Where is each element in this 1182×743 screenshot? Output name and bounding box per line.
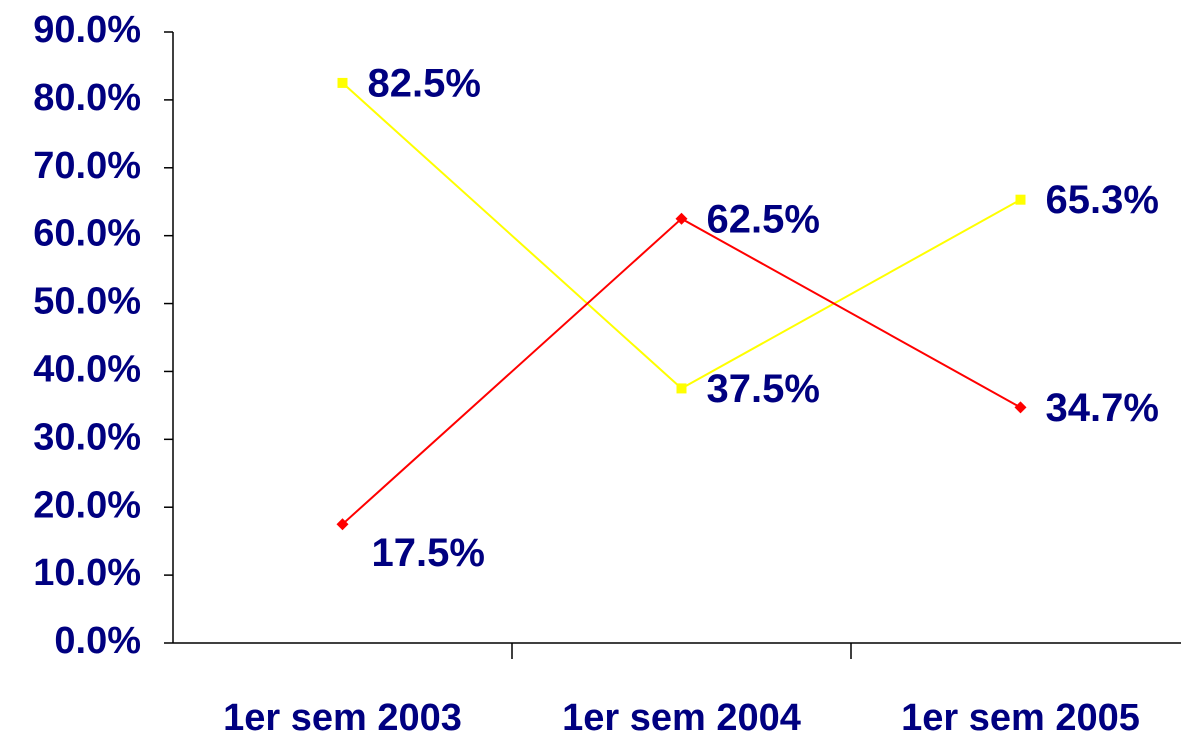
value-label: 65.3%	[1046, 178, 1159, 222]
point	[1014, 401, 1027, 414]
x-tick-label: 1er sem 2004	[562, 697, 801, 739]
point	[676, 383, 687, 394]
y-tick-label: 50.0%	[33, 281, 141, 323]
point	[337, 77, 348, 88]
value-label: 62.5%	[707, 197, 820, 241]
value-label: 17.5%	[372, 531, 485, 575]
value-label: 82.5%	[368, 61, 481, 105]
y-tick-label: 70.0%	[33, 145, 141, 187]
y-tick-label: 80.0%	[33, 77, 141, 119]
point	[336, 518, 349, 531]
value-label: 37.5%	[707, 367, 820, 411]
line	[341, 217, 1021, 525]
y-tick-label: 10.0%	[33, 552, 141, 594]
point	[675, 212, 688, 225]
y-tick-label: 0.0%	[54, 620, 141, 662]
y-tick-label: 60.0%	[33, 213, 141, 255]
point	[1015, 194, 1026, 205]
y-tick-label: 20.0%	[33, 484, 141, 526]
line	[341, 82, 1021, 390]
x-tick-label: 1er sem 2003	[223, 697, 462, 739]
y-tick-label: 30.0%	[33, 416, 141, 458]
value-label: 34.7%	[1046, 386, 1159, 430]
y-tick-label: 40.0%	[33, 348, 141, 390]
x-tick-label: 1er sem 2005	[901, 697, 1140, 739]
y-tick-label: 90.0%	[33, 9, 141, 51]
